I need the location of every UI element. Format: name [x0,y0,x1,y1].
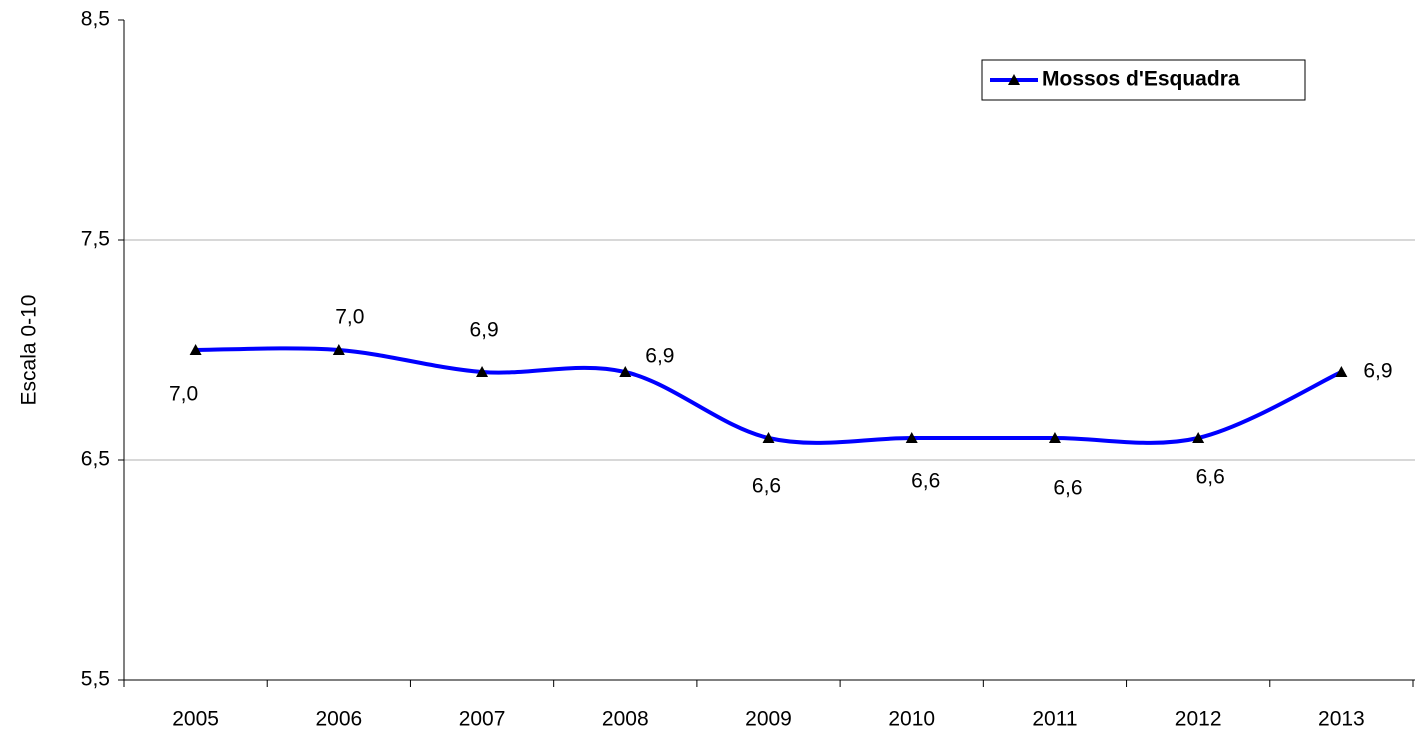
data-label: 6,6 [1196,466,1225,489]
y-axis-label: Escala 0-10 [18,295,41,406]
y-tick-label: 7,5 [81,228,110,251]
data-label: 6,6 [911,470,940,493]
marker [619,366,632,377]
x-tick-label: 2012 [1175,708,1222,731]
data-label: 6,6 [752,475,781,498]
legend-marker [1008,74,1020,85]
data-label: 6,9 [469,319,498,342]
x-tick-label: 2006 [315,708,362,731]
data-label: 6,6 [1053,477,1082,500]
marker [332,344,345,355]
y-tick-label: 5,5 [81,668,110,691]
marker [189,344,202,355]
data-label: 7,0 [169,383,198,406]
legend-label: Mossos d'Esquadra [1042,68,1240,91]
x-tick-label: 2007 [459,708,506,731]
marker [1192,432,1205,443]
data-label: 7,0 [335,306,364,329]
y-tick-label: 8,5 [81,8,110,31]
data-label: 6,9 [645,345,674,368]
x-tick-label: 2010 [888,708,935,731]
data-label: 6,9 [1363,360,1392,383]
x-tick-label: 2013 [1318,708,1365,731]
x-tick-label: 2011 [1032,708,1077,731]
x-tick-label: 2009 [745,708,792,731]
marker [762,432,775,443]
x-tick-label: 2005 [172,708,219,731]
marker [1335,366,1348,377]
marker [1048,432,1061,443]
x-tick-label: 2008 [602,708,649,731]
y-tick-label: 6,5 [81,448,110,471]
marker [476,366,489,377]
marker [905,432,918,443]
